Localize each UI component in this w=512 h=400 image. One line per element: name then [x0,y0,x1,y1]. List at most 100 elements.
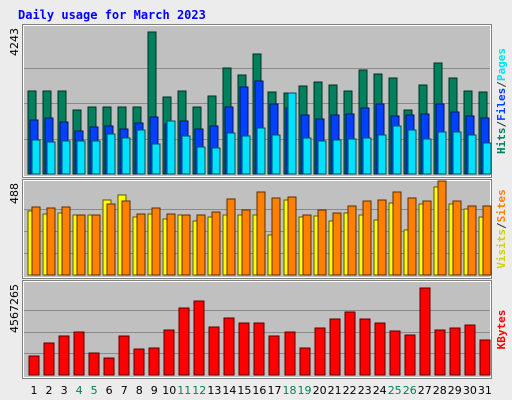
bar-sites-day-3 [61,206,71,276]
bar-pages-day-8 [136,129,146,175]
day-label-6: 6 [106,384,113,397]
bar-pages-day-5 [91,140,101,175]
day-label-3: 3 [61,384,68,397]
ymax-label-sites-visits: 488 [8,183,21,204]
bar-kbytes-day-3 [58,335,70,376]
legend-part-0: Visits [495,229,508,269]
bar-pages-day-16 [256,127,266,175]
legend-sites-visits: Visits/Sites [495,189,508,269]
bar-kbytes-day-15 [238,322,250,376]
bar-pages-day-6 [106,133,116,175]
series-kbytes [28,287,491,376]
bar-pages-day-9 [151,143,161,175]
day-label-26: 26 [403,384,417,397]
bar-kbytes-day-23 [359,318,371,376]
bar-sites-day-30 [467,205,477,276]
day-label-10: 10 [162,384,176,397]
bar-kbytes-day-28 [434,329,446,376]
day-label-27: 27 [418,384,432,397]
bar-kbytes-day-22 [344,311,356,376]
bar-kbytes-day-26 [404,334,416,376]
day-label-11: 11 [177,384,191,397]
bar-kbytes-day-14 [223,317,235,376]
bar-sites-day-23 [362,200,372,276]
bar-pages-day-26 [407,129,417,175]
bar-kbytes-day-18 [284,331,296,376]
bar-kbytes-day-27 [419,287,431,376]
bar-kbytes-day-21 [329,318,341,376]
bar-pages-day-24 [377,134,387,175]
bar-kbytes-day-2 [43,342,55,376]
bar-pages-day-14 [226,132,236,175]
panel-kbytes: 4567265 KBytes [8,280,508,379]
legend-part-3: / [495,81,508,88]
legend-part-1: / [495,222,508,229]
day-label-23: 23 [358,384,372,397]
day-label-19: 19 [298,384,312,397]
bar-sites-day-14 [226,198,236,276]
bar-kbytes-day-20 [314,327,326,376]
bar-sites-day-15 [241,209,251,276]
legend-kbytes: KBytes [495,310,508,350]
bar-pages-day-17 [271,134,281,175]
bar-sites-day-19 [302,214,312,276]
bar-sites-day-9 [151,207,161,276]
bar-kbytes-day-16 [253,322,265,376]
bar-pages-day-4 [76,140,86,175]
day-label-2: 2 [46,384,53,397]
legend-part-2: Files [495,88,508,121]
bar-pages-day-20 [317,140,327,175]
series-pages [31,92,492,175]
panel-sites-visits: 488 Visits/Sites [8,179,508,279]
bar-pages-day-2 [46,141,56,175]
day-label-9: 9 [151,384,158,397]
day-label-1: 1 [31,384,38,397]
bar-sites-day-12 [196,214,206,276]
bar-pages-day-30 [467,134,477,175]
day-label-8: 8 [136,384,143,397]
bar-sites-day-10 [166,213,176,276]
legend-hits-files-pages: Hits/Files/Pages [495,48,508,154]
bar-sites-day-28 [437,180,447,276]
day-label-7: 7 [121,384,128,397]
bar-kbytes-day-8 [133,348,145,376]
day-label-22: 22 [343,384,357,397]
bar-sites-day-31 [482,205,492,276]
bar-sites-day-18 [287,196,297,276]
day-label-31: 31 [478,384,492,397]
day-label-20: 20 [313,384,327,397]
bar-pages-day-13 [211,147,221,175]
bar-kbytes-day-19 [299,347,311,376]
bar-sites-day-20 [317,209,327,276]
bar-kbytes-day-13 [208,326,220,376]
day-label-15: 15 [237,384,251,397]
bar-kbytes-day-31 [479,339,491,376]
day-label-5: 5 [91,384,98,397]
bar-sites-day-17 [271,197,281,276]
day-label-29: 29 [448,384,462,397]
day-label-24: 24 [373,384,387,397]
legend-part-0: KBytes [495,310,508,350]
bar-sites-day-27 [422,200,432,276]
bar-pages-day-1 [31,139,41,175]
legend-part-1: / [495,121,508,128]
bar-sites-day-1 [31,206,41,276]
day-label-13: 13 [207,384,221,397]
day-label-21: 21 [328,384,342,397]
bar-kbytes-day-25 [389,330,401,376]
bar-kbytes-day-12 [193,300,205,376]
day-label-12: 12 [192,384,206,397]
day-label-30: 30 [463,384,477,397]
day-label-18: 18 [283,384,297,397]
bar-pages-day-29 [452,131,462,175]
bar-kbytes-day-10 [163,329,175,376]
bar-pages-day-22 [347,138,357,175]
bar-sites-day-6 [106,203,116,276]
bar-sites-day-5 [91,214,101,276]
bar-kbytes-day-29 [449,327,461,376]
bar-kbytes-day-9 [148,347,160,376]
